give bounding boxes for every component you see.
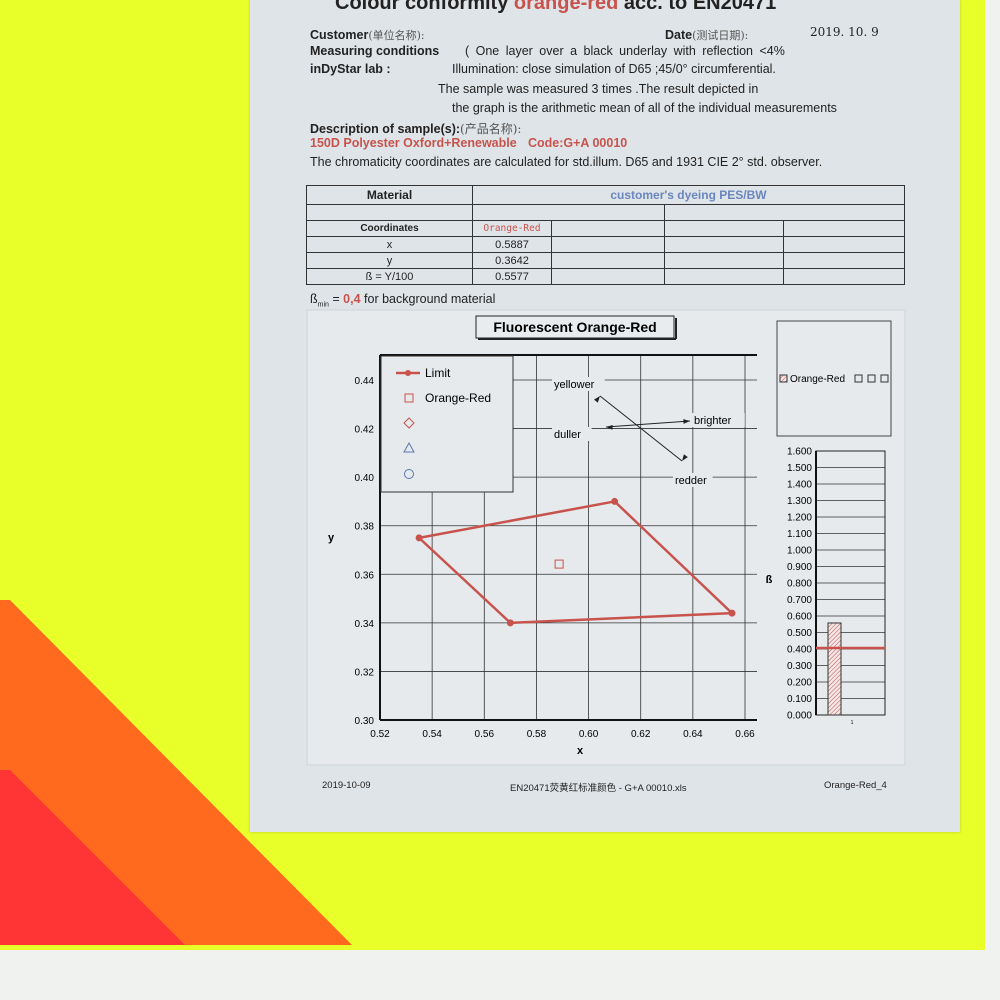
legend-orange-red-label: Orange-Red xyxy=(425,391,491,405)
footer-date: 2019-10-09 xyxy=(322,780,371,791)
y-tick-label: 0.38 xyxy=(355,522,375,533)
table-row: ß = Y/100 0.5577 xyxy=(306,268,905,285)
legend-square-icon xyxy=(404,393,414,403)
x-tick-label: 0.54 xyxy=(422,729,442,740)
arrow-yellower-redder xyxy=(599,395,683,462)
customer-cn: (单位名称): xyxy=(368,29,425,42)
bar-y-tick-label: 0.300 xyxy=(787,661,812,672)
legend-limit-marker xyxy=(405,370,411,376)
bar-y-tick-label: 0.200 xyxy=(787,678,812,689)
x-tick-label: 0.56 xyxy=(475,729,495,740)
bar-y-tick-label: 1.600 xyxy=(787,447,812,458)
arrow-head xyxy=(594,396,600,403)
bar-category-label: 1 xyxy=(851,720,854,726)
legend-diamond-icon xyxy=(403,417,415,429)
bar-y-tick-label: 1.500 xyxy=(787,463,812,474)
limit-point xyxy=(415,534,423,542)
bar-y-tick-label: 1.200 xyxy=(787,513,812,524)
arrow-duller-brighter xyxy=(605,420,691,428)
y-tick-label: 0.30 xyxy=(355,716,375,727)
x-tick-label: 0.60 xyxy=(579,729,599,740)
customer-label: Customer xyxy=(310,28,369,42)
bar-y-tick-label: 0.000 xyxy=(787,711,812,722)
table-row: x 0.5887 xyxy=(306,236,905,253)
bar-y-tick-label: 0.100 xyxy=(787,694,812,705)
bar-y-tick-label: 1.000 xyxy=(787,546,812,557)
arrow-head xyxy=(682,454,688,461)
legend-triangle-icon xyxy=(403,441,415,453)
y-tick-label: 0.34 xyxy=(355,619,375,630)
coordinates-table: Material customer's dyeing PES/BW Coordin… xyxy=(306,185,905,285)
chart-title: Fluorescent Orange-Red xyxy=(493,319,656,335)
plot-legend xyxy=(380,355,514,493)
red-fabric xyxy=(0,770,185,945)
bar-y-axis-label: ß xyxy=(766,574,773,586)
bar-y-tick-label: 1.100 xyxy=(787,529,812,540)
bar-legend-label: Orange-Red xyxy=(790,374,845,385)
note-line-2: the graph is the arithmetic mean of all … xyxy=(452,101,837,115)
x-tick-label: 0.62 xyxy=(631,729,651,740)
legend-limit-label: Limit xyxy=(425,366,451,380)
bar-y-tick-label: 0.800 xyxy=(787,579,812,590)
bar-y-tick-label: 0.600 xyxy=(787,612,812,623)
lab-label: inDyStar lab : xyxy=(310,62,391,76)
bar-y-tick-label: 1.400 xyxy=(787,480,812,491)
date-cn: (测试日期): xyxy=(692,29,749,42)
limit-point xyxy=(728,609,736,617)
annotation-bg xyxy=(552,377,605,391)
x-tick-label: 0.66 xyxy=(735,729,755,740)
bar-legend-box xyxy=(776,320,892,437)
date-value: 2019. 10. 9 xyxy=(810,25,879,39)
y-tick-label: 0.42 xyxy=(355,425,375,436)
annotation-redder: redder xyxy=(675,475,707,487)
orange-red-point xyxy=(554,559,564,569)
annotation-bg xyxy=(552,427,592,441)
bar-legend-empty-swatch xyxy=(880,374,889,383)
x-tick-label: 0.64 xyxy=(683,729,703,740)
measuring-label: Measuring conditions xyxy=(310,44,440,58)
sample-name: 150D Polyester Oxford+Renewable xyxy=(310,136,517,150)
y-tick-label: 0.32 xyxy=(355,667,375,678)
bar-y-tick-label: 1.300 xyxy=(787,496,812,507)
beta-bar xyxy=(827,622,842,716)
bar-y-tick-label: 0.900 xyxy=(787,562,812,573)
y-tick-label: 0.40 xyxy=(355,473,375,484)
measuring-text: ( One layer over a black underlay with r… xyxy=(465,44,785,58)
legend-circle-icon xyxy=(404,469,414,479)
annotation-brighter: brighter xyxy=(694,415,732,427)
arrow-head xyxy=(683,419,690,424)
y-axis-label: y xyxy=(328,532,335,544)
note-line-1: The sample was measured 3 times .The res… xyxy=(438,82,759,96)
x-tick-label: 0.58 xyxy=(527,729,547,740)
x-tick-label: 0.52 xyxy=(370,729,390,740)
annotation-duller: duller xyxy=(554,429,581,441)
limit-point xyxy=(506,619,514,627)
chromaticity-note: The chromaticity coordinates are calcula… xyxy=(310,155,823,169)
y-tick-label: 0.44 xyxy=(355,376,375,387)
bar-y-tick-label: 0.700 xyxy=(787,595,812,606)
table-row: y 0.3642 xyxy=(306,252,905,269)
footer-file: EN20471荧黄红标准颜色 - G+A 00010.xls xyxy=(510,783,687,794)
bar-y-tick-label: 0.400 xyxy=(787,645,812,656)
bar-legend-empty-swatch xyxy=(867,374,876,383)
date-label: Date xyxy=(665,28,693,42)
sample-code: Code:G+A 00010 xyxy=(528,136,628,150)
lab-text: Illumination: close simulation of D65 ;4… xyxy=(452,62,776,76)
bar-y-tick-label: 0.500 xyxy=(787,628,812,639)
annotation-bg xyxy=(673,473,713,487)
beta-min-note: ßmin = 0,4 for background material xyxy=(310,292,496,309)
bar-legend-swatch xyxy=(779,374,788,383)
arrow-head xyxy=(606,424,613,430)
annotation-bg xyxy=(692,413,745,427)
footer-sheet: Orange-Red_4 xyxy=(824,780,887,791)
bar-legend-empty-swatch xyxy=(854,374,863,383)
description-cn: (产品名称): xyxy=(460,122,522,136)
x-axis-label: x xyxy=(577,745,584,757)
limit-point xyxy=(611,497,619,505)
y-tick-label: 0.36 xyxy=(355,570,375,581)
description-label: Description of sample(s): xyxy=(310,122,461,136)
annotation-yellower: yellower xyxy=(554,379,595,391)
report-title: Colour conformity orange-red acc. to EN2… xyxy=(335,0,777,14)
